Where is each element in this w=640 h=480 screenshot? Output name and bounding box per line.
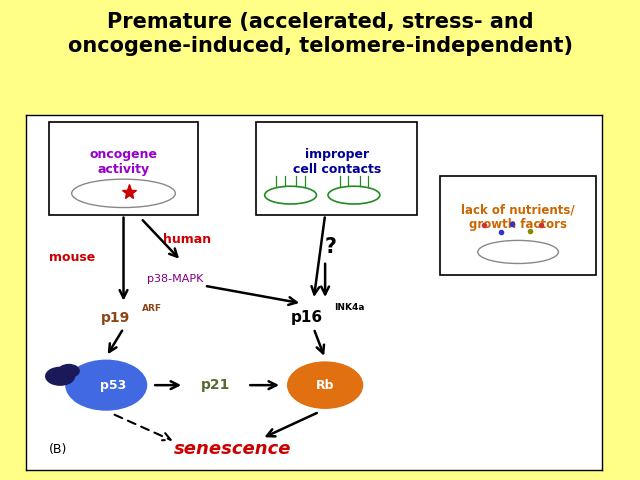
Text: oncogene
activity: oncogene activity — [90, 148, 157, 176]
Text: p19: p19 — [100, 311, 130, 324]
Bar — [256, 122, 417, 215]
Text: improper
cell contacts: improper cell contacts — [292, 148, 381, 176]
Text: oncogene-induced, telomere-independent): oncogene-induced, telomere-independent) — [67, 36, 573, 56]
Text: ARF: ARF — [142, 304, 162, 313]
Text: mouse: mouse — [49, 251, 95, 264]
Ellipse shape — [328, 186, 380, 204]
Ellipse shape — [72, 179, 175, 207]
Text: p21: p21 — [201, 378, 230, 392]
Text: p53: p53 — [100, 379, 126, 392]
Circle shape — [66, 360, 147, 410]
Ellipse shape — [265, 186, 317, 204]
Text: lack of nutrients/
growth factors: lack of nutrients/ growth factors — [461, 204, 575, 231]
Circle shape — [46, 367, 74, 385]
Circle shape — [288, 362, 362, 408]
Text: ?: ? — [325, 237, 337, 257]
Circle shape — [58, 364, 79, 377]
Text: p16: p16 — [291, 310, 323, 325]
Text: Premature (accelerated, stress- and: Premature (accelerated, stress- and — [107, 12, 533, 32]
Bar — [440, 176, 596, 275]
Bar — [49, 122, 198, 215]
Text: senescence: senescence — [174, 440, 292, 458]
Text: Rb: Rb — [316, 379, 334, 392]
Ellipse shape — [478, 240, 559, 264]
Text: (B): (B) — [49, 443, 67, 456]
Text: human: human — [163, 233, 211, 246]
Text: p38-MAPK: p38-MAPK — [147, 274, 204, 284]
Text: INK4a: INK4a — [334, 303, 364, 312]
